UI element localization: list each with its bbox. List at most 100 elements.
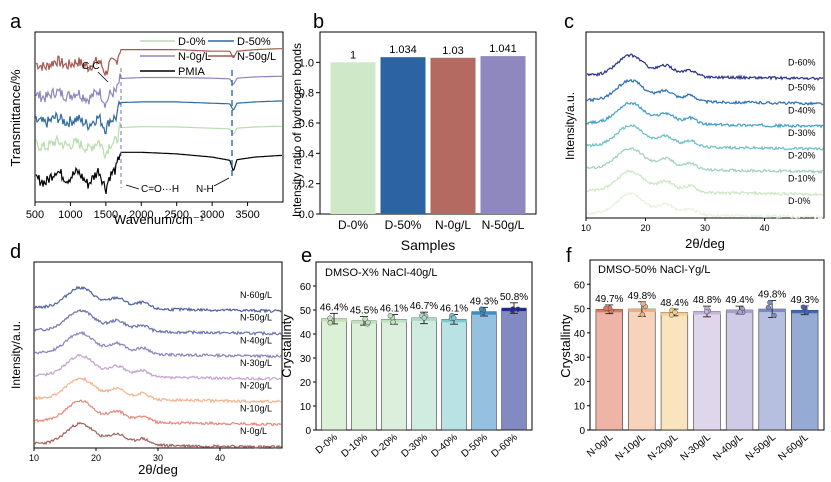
f-x-tick-label-5: N-50g/L <box>744 432 779 464</box>
series-line-a-4 <box>35 151 282 195</box>
f-bar-2 <box>660 312 689 431</box>
d-series-label-1: N-10g/L <box>240 403 272 413</box>
c-series-label-4: D-40% <box>788 105 816 115</box>
e-point-1-2 <box>362 316 368 322</box>
f-x-tick-label-4: N-40g/L <box>711 432 746 464</box>
f-point-6-2 <box>804 309 810 315</box>
c-series-line-0 <box>586 192 824 220</box>
bar-b-2 <box>430 57 476 215</box>
x-ticks-d: 10 20 30 40 <box>29 448 225 463</box>
d-series-line-5 <box>34 308 282 337</box>
e-point-4-2 <box>451 315 457 321</box>
panel-b-hbond-chart: b 1 1.034 1.03 1.041 0.0 0.2 0.4 0.6 0.8 1.0 D-0… <box>290 11 537 253</box>
panel-d-xrd-chart: d N-0g/L N-10g/L N-20g/L N-30g/L N-40g/L N-50… <box>9 241 283 477</box>
legend-a: D-0% D-50% N-0g/L N-50g/L PMIA <box>140 36 276 78</box>
d-x-tick-label-2: 30 <box>153 453 163 463</box>
annotation-cc: C-C <box>82 61 100 72</box>
c-series-label-2: D-20% <box>788 151 816 161</box>
f-point-0-2 <box>603 305 609 312</box>
f-bar-0 <box>595 308 623 431</box>
c-series-line-3 <box>586 124 824 152</box>
e-point-1-1 <box>365 319 371 326</box>
panel-letter-d: d <box>10 241 21 263</box>
f-bar-3 <box>693 311 721 431</box>
f-y-tick-label-2: 20 <box>574 377 586 388</box>
e-bar-1 <box>351 320 377 431</box>
c-series-label-1: D-10% <box>788 173 816 183</box>
e-point-6-1 <box>510 306 516 312</box>
x-ticks-b: D-0% D-50% N-0g/L N-50g/L <box>338 218 525 232</box>
f-x-tick-label-1: N-10g/L <box>613 432 648 464</box>
plot-frame-a <box>34 31 284 203</box>
e-bar-4 <box>441 319 467 431</box>
e-x-tick-label-2: D-20% <box>369 432 400 460</box>
y-ticks-b: 0.0 0.2 0.4 0.6 0.8 1.0 <box>299 57 320 221</box>
x-tick-label-b-0: D-0% <box>338 218 368 232</box>
legend-label-n0: N-0g/L <box>178 51 211 63</box>
y-tick-label-b-3: 0.6 <box>299 118 314 130</box>
f-point-6-1 <box>800 304 807 310</box>
panel-letter-f: f <box>566 245 572 267</box>
x-tick-label-a-0: 500 <box>26 209 44 221</box>
bar-value-label-b-3: 1.041 <box>489 43 517 55</box>
e-y-tick-label-0: 0 <box>305 426 311 437</box>
x-ticks-e: D-0% D-10% D-20% D-30% D-40% D-50% D-60% <box>314 432 520 460</box>
x-tick-label-b-1: D-50% <box>385 218 422 232</box>
x-axis-label-b: Samples <box>401 237 455 253</box>
legend-label-d50: D-50% <box>237 36 271 48</box>
f-x-tick-label-3: N-30g/L <box>679 432 714 464</box>
f-value-label-2: 48.4% <box>660 298 688 309</box>
e-y-tick-label-1: 10 <box>300 402 312 413</box>
series-labels-d: N-0g/L N-10g/L N-20g/L N-30g/L N-40g/L N-50g/… <box>240 290 272 436</box>
f-x-tick-label-6: N-60g/L <box>776 432 811 464</box>
panel-a-ftir-chart: a 500 1000 1500 2000 2500 3000 3500 Wavenum/cm… <box>8 11 284 227</box>
e-point-6-2 <box>515 306 521 312</box>
f-point-1-2 <box>639 311 645 318</box>
series-line-a-0 <box>35 48 282 77</box>
y-ticks-e: 0 10 20 30 40 50 60 <box>300 282 316 437</box>
f-bar-4 <box>725 309 754 431</box>
e-value-label-2: 46.1% <box>380 304 408 315</box>
y-tick-label-b-0: 0.0 <box>299 209 314 221</box>
x-axis-label-d: 2θ/deg <box>138 462 178 477</box>
f-value-label-0: 49.7% <box>595 294 623 305</box>
chart-title-e: DMSO-X% NaCl-40g/L <box>325 267 437 279</box>
d-series-label-2: N-20g/L <box>240 381 272 391</box>
x-ticks-a: 500 1000 1500 2000 2500 3000 3500 <box>26 202 260 221</box>
panel-f-crystallinity-chart: f DMSO-50% NaCl-Yg/L 49.7% 49.8% 48.4% 48.8… <box>558 245 825 464</box>
panel-letter-e: e <box>301 245 312 267</box>
c-series-line-1 <box>586 169 824 197</box>
series-line-a-3 <box>35 121 282 161</box>
y-axis-label-b: Intensity ratio of hydrogen bonds <box>290 43 304 217</box>
f-x-tick-label-0: N-0g/L <box>585 432 615 460</box>
e-point-0-1 <box>327 320 333 326</box>
d-x-tick-label-3: 40 <box>215 453 225 463</box>
annotation-cc-arrow <box>97 71 109 83</box>
d-series-label-0: N-0g/L <box>240 426 267 436</box>
panel-c-xrd-chart: c D-0% D-10% D-20% D-30% D-40% D-50% D-60% 10 2… <box>563 11 825 251</box>
x-tick-label-b-3: N-50g/L <box>482 218 525 232</box>
c-x-tick-label-2: 30 <box>700 223 710 233</box>
c-x-tick-label-0: 10 <box>581 223 591 233</box>
x-tick-label-a-1: 1000 <box>58 209 82 221</box>
y-tick-label-b-2: 0.4 <box>299 148 314 160</box>
y-axis-label-e: Crystallinty <box>279 314 294 378</box>
series-group-a <box>35 48 282 195</box>
f-point-2-2 <box>672 309 678 315</box>
e-point-2-2 <box>387 313 393 319</box>
e-bar-3 <box>411 317 437 431</box>
e-point-5-2 <box>478 306 485 312</box>
e-x-tick-label-4: D-40% <box>429 432 460 460</box>
c-series-label-5: D-50% <box>788 83 816 93</box>
bar-b-0 <box>330 62 376 215</box>
d-series-line-6 <box>34 285 282 314</box>
y-axis-label-a: Transmittance/% <box>8 69 23 166</box>
x-axis-label-a: Wavenum/cm⁻¹ <box>114 212 205 227</box>
c-series-label-6: D-60% <box>788 58 816 68</box>
e-bar-0 <box>321 318 347 431</box>
c-series-line-6 <box>587 53 824 82</box>
e-x-tick-label-0: D-0% <box>314 432 340 457</box>
x-tick-label-a-3: 2000 <box>129 209 153 221</box>
e-y-tick-label-2: 20 <box>300 378 312 389</box>
